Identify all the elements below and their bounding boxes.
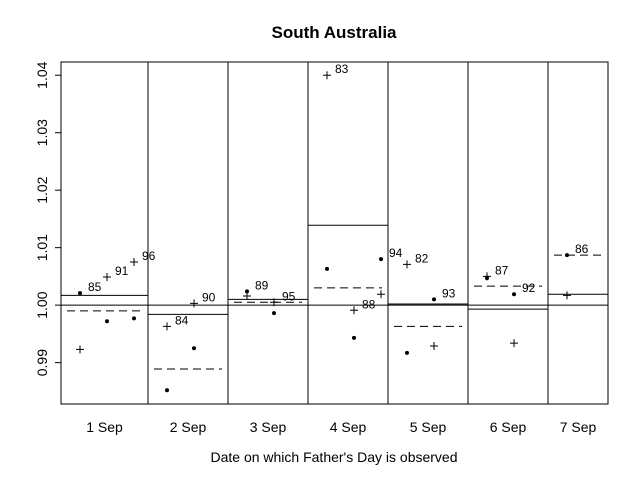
dot-point: [405, 350, 409, 355]
y-tick-label: 1.00: [34, 291, 50, 318]
point-label: 82: [415, 251, 429, 265]
y-tick-label: 1.03: [34, 119, 50, 146]
dot-point: [165, 388, 169, 393]
plot-frame: [60, 61, 609, 405]
point-label: 86: [575, 242, 589, 256]
dot-point: [192, 346, 196, 351]
dot-point: [245, 289, 249, 294]
point-label: 84: [175, 313, 189, 327]
dot-point: [78, 291, 82, 296]
dot-point: [565, 253, 569, 258]
x-tick-label: 5 Sep: [410, 419, 447, 435]
dot-point: [512, 292, 516, 297]
dot-point: [432, 297, 436, 302]
plot-area: 0.99 1.00 1.01 1.02 1.03 1.04 1 Sep 85 91 96 2 Sep…: [34, 61, 609, 435]
x-tick-label: 4 Sep: [330, 419, 367, 435]
plus-point: [163, 322, 171, 331]
point-label: 91: [115, 264, 129, 278]
plus-point: [430, 341, 438, 350]
plus-point: [190, 299, 198, 308]
plus-point: [243, 291, 251, 300]
y-tick-label: 1.04: [34, 61, 50, 88]
x-tick-label: 2 Sep: [170, 419, 207, 435]
chart-title: South Australia: [272, 23, 398, 42]
plus-point: [377, 290, 385, 299]
point-label: 87: [495, 263, 509, 277]
plus-point: [510, 339, 518, 348]
dot-point: [105, 319, 109, 324]
point-label: 95: [282, 289, 296, 303]
y-tick-label: 0.99: [34, 349, 50, 376]
point-label: 93: [442, 286, 456, 300]
plus-point: [323, 71, 331, 80]
dot-point: [132, 316, 136, 321]
dot-point: [352, 335, 356, 340]
point-label: 83: [335, 62, 349, 76]
x-tick-label: 6 Sep: [490, 419, 527, 435]
x-tick-label: 1 Sep: [86, 419, 123, 435]
plus-point: [130, 258, 138, 267]
dot-point: [325, 266, 329, 271]
dot-point: [272, 311, 276, 316]
point-label: 90: [202, 290, 216, 304]
plus-point: [563, 291, 571, 300]
plus-point: [76, 345, 84, 354]
point-label: 88: [362, 297, 376, 311]
x-tick-label: 3 Sep: [250, 419, 287, 435]
plus-point: [270, 298, 278, 307]
point-label: 94: [389, 246, 403, 260]
point-label: 89: [255, 278, 269, 292]
x-axis-label: Date on which Father's Day is observed: [210, 449, 457, 465]
plus-point: [403, 260, 411, 269]
y-tick-label: 1.01: [34, 234, 50, 261]
dot-point: [379, 257, 383, 262]
point-label: 96: [142, 249, 156, 263]
y-tick-label: 1.02: [34, 176, 50, 203]
plus-point: [103, 272, 111, 281]
point-label: 92: [522, 281, 536, 295]
dot-point: [485, 276, 489, 281]
plus-point: [350, 306, 358, 315]
x-tick-label: 7 Sep: [560, 419, 597, 435]
point-label: 85: [88, 280, 102, 294]
